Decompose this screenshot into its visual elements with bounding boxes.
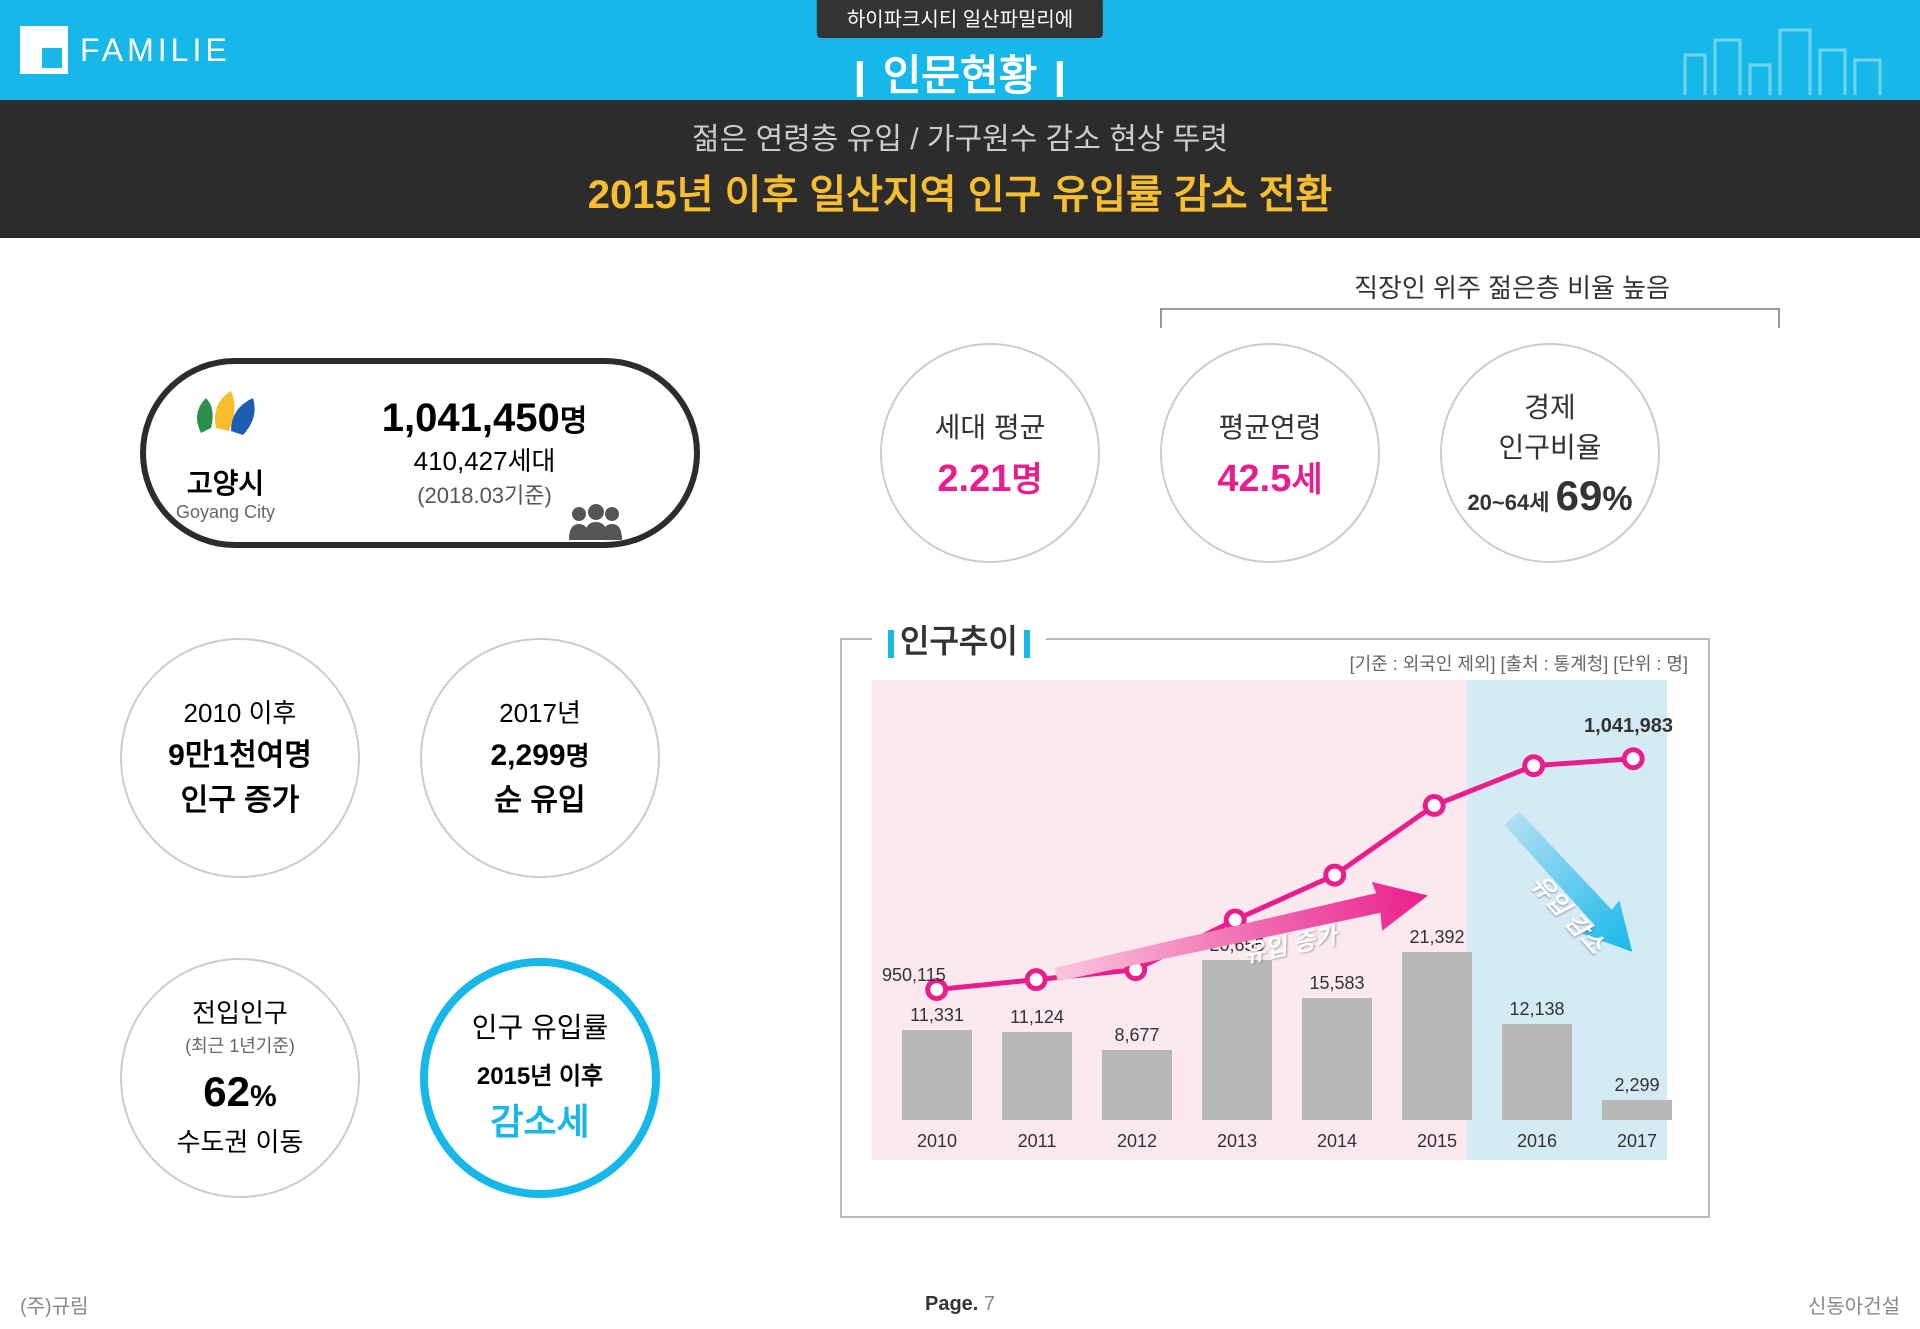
header-title: 인문현황 — [817, 42, 1103, 103]
city-population: 1,041,450명 — [305, 396, 664, 441]
line2: 2015년 이후 — [477, 1059, 603, 1095]
stat-econ-ratio: 경제 인구비율 20~64세 69% — [1440, 343, 1660, 563]
header: FAMILIE 하이파크시티 일산파밀리에 인문현황 — [0, 0, 1920, 100]
title-sub: 젊은 연령층 유입 / 가구원수 감소 현상 뚜렷 — [0, 114, 1920, 158]
logo-text: FAMILIE — [80, 32, 231, 69]
title-bar: 젊은 연령층 유입 / 가구원수 감소 현상 뚜렷 2015년 이후 일산지역 … — [0, 100, 1920, 238]
chart-note: [기준 : 외국인 제외] [출처 : 통계청] [단위 : 명] — [1350, 650, 1688, 676]
line1: 인구 유입률 — [472, 1007, 609, 1049]
header-title-group: 하이파크시티 일산파밀리에 인문현황 — [817, 0, 1103, 103]
chart-start-value: 950,115 — [882, 965, 946, 986]
city-summary: 고양시 Goyang City 1,041,450명 410,427세대 (20… — [140, 358, 700, 548]
line3: 순 유입 — [494, 778, 585, 823]
chart-title-text: 인구추이 — [900, 623, 1018, 659]
stat-label: 세대 평균 — [935, 406, 1046, 446]
line3: 감소세 — [490, 1095, 589, 1149]
line3: 인구 증가 — [181, 778, 300, 823]
line2: 9만1천여명 — [168, 733, 312, 778]
bar-year-label: 2010 — [902, 1131, 972, 1152]
stat-value: 2.21명 — [937, 452, 1042, 501]
bar-year-label: 2015 — [1402, 1131, 1472, 1152]
footer: (주)규림 Page. 7 신동아건설 — [0, 1279, 1920, 1329]
city-logo: 고양시 Goyang City — [176, 383, 275, 523]
stat-inflow-decline: 인구 유입률 2015년 이후 감소세 — [420, 958, 660, 1198]
bar-year-label: 2016 — [1502, 1131, 1572, 1152]
title-main: 2015년 이후 일산지역 인구 유입률 감소 전환 — [0, 162, 1920, 220]
chart-area: 201011,331201111,12420128,677201320,6552… — [872, 680, 1678, 1160]
city-name-en: Goyang City — [176, 502, 275, 523]
stat-label-2: 인구비율 — [1498, 426, 1601, 466]
city-population-unit: 명 — [560, 405, 588, 438]
bar-year-label: 2017 — [1602, 1131, 1672, 1152]
skyline-icon — [1680, 25, 1900, 100]
top-label: 직장인 위주 젊은층 비율 높음 — [1354, 268, 1670, 305]
footer-right: 신동아건설 — [1808, 1290, 1900, 1319]
logo-icon — [20, 26, 68, 74]
city-population-num: 1,041,450 — [382, 396, 560, 440]
stat-value: 42.5세 — [1217, 452, 1322, 501]
stat-household-avg: 세대 평균 2.21명 — [880, 343, 1100, 563]
stat-metro-move: 전입인구 (최근 1년기준) 62% 수도권 이동 — [120, 958, 360, 1198]
line1: 2010 이후 — [184, 694, 297, 733]
footer-page: Page. 7 — [925, 1293, 995, 1316]
people-icon — [564, 504, 624, 550]
stat-label: 평균연령 — [1218, 406, 1321, 446]
stat-2017-inflow: 2017년 2,299명 순 유입 — [420, 638, 660, 878]
city-name-ko: 고양시 — [176, 462, 275, 502]
small: (최근 1년기준) — [185, 1033, 295, 1060]
bar-year-label: 2014 — [1302, 1131, 1372, 1152]
bracket-line — [1160, 308, 1780, 328]
big: 62% — [203, 1060, 276, 1123]
chart-panel: 인구추이 [기준 : 외국인 제외] [출처 : 통계청] [단위 : 명] 2… — [840, 638, 1710, 1218]
header-subtitle: 하이파크시티 일산파밀리에 — [817, 0, 1103, 38]
bar-year-label: 2012 — [1102, 1131, 1172, 1152]
footer-left: (주)규림 — [20, 1290, 89, 1319]
stat-since-2010: 2010 이후 9만1천여명 인구 증가 — [120, 638, 360, 878]
line2: 2,299명 — [491, 733, 590, 778]
stat-label-1: 경제 — [1524, 386, 1576, 426]
line3: 수도권 이동 — [177, 1123, 304, 1162]
stat-avg-age: 평균연령 42.5세 — [1160, 343, 1380, 563]
city-logo-icon — [181, 383, 271, 453]
header-title-text: 인문현황 — [883, 52, 1038, 99]
content: 직장인 위주 젊은층 비율 높음 고양시 Goyang City 1,041,4… — [0, 238, 1920, 278]
city-households: 410,427세대 — [305, 441, 664, 478]
chart-title: 인구추이 — [872, 616, 1046, 662]
city-stats: 1,041,450명 410,427세대 (2018.03기준) — [305, 396, 664, 510]
bar-year-label: 2011 — [1002, 1131, 1072, 1152]
logo: FAMILIE — [0, 26, 231, 74]
line1: 2017년 — [499, 694, 581, 733]
bar-year-label: 2013 — [1202, 1131, 1272, 1152]
line1: 전입인구 — [192, 994, 288, 1033]
stat-value: 20~64세 69% — [1467, 472, 1632, 520]
chart-top-value: 1,041,983 — [1584, 715, 1673, 738]
